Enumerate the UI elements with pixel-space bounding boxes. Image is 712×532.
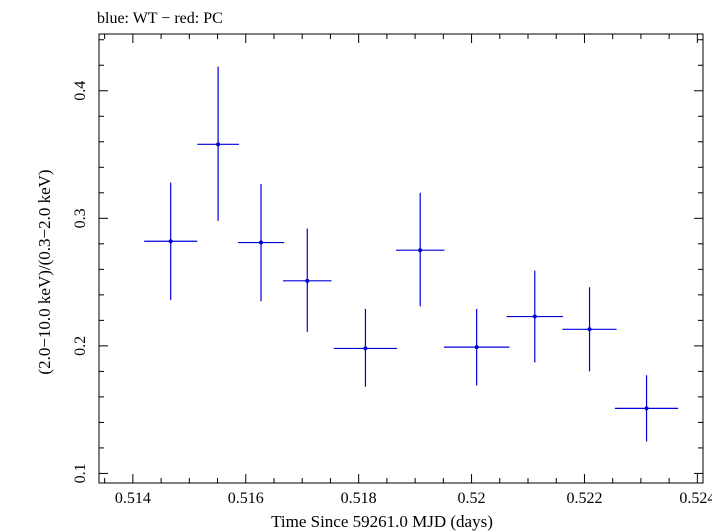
plot-frame: [98, 33, 704, 484]
x-tick-label: 0.52: [458, 490, 486, 507]
x-tick-label: 0.518: [341, 490, 377, 507]
data-point: [562, 287, 617, 372]
point-marker: [644, 406, 649, 411]
y-tick-label: 0.1: [72, 463, 89, 483]
data-point: [506, 270, 564, 363]
point-marker: [363, 346, 368, 351]
y-tick-label: 0.3: [72, 208, 89, 228]
point-marker: [305, 278, 310, 283]
x-tick-label: 0.516: [228, 490, 264, 507]
data-point: [614, 375, 679, 442]
point-marker: [259, 240, 264, 245]
y-tick-label: 0.4: [72, 81, 89, 101]
point-marker: [532, 314, 537, 319]
data-point: [443, 308, 510, 386]
data-point: [333, 308, 398, 387]
data-points: [144, 66, 679, 442]
data-point: [395, 192, 445, 307]
x-axis-label: Time Since 59261.0 MJD (days): [271, 512, 493, 531]
y-tick-label: 0.2: [72, 336, 89, 356]
x-tick-label: 0.524: [679, 490, 712, 507]
chart-title: blue: WT − red: PC: [97, 10, 223, 27]
point-marker: [168, 239, 173, 244]
y-axis-label: (2.0−10.0 keV)/(0.3−2.0 keV): [35, 169, 54, 374]
x-tick-label: 0.522: [566, 490, 602, 507]
point-marker: [587, 327, 592, 332]
y-tick-labels: 0.1 0.2 0.3 0.4: [72, 81, 89, 484]
axis-ticks: [99, 34, 703, 483]
data-point: [237, 183, 285, 302]
point-marker: [474, 345, 479, 350]
point-marker: [216, 142, 221, 147]
data-point: [283, 228, 332, 332]
x-tick-labels: 0.514 0.516 0.518 0.52 0.522 0.524: [115, 490, 712, 507]
x-tick-label: 0.514: [115, 490, 151, 507]
data-point: [144, 182, 198, 300]
data-point: [197, 66, 239, 221]
point-marker: [418, 248, 423, 253]
